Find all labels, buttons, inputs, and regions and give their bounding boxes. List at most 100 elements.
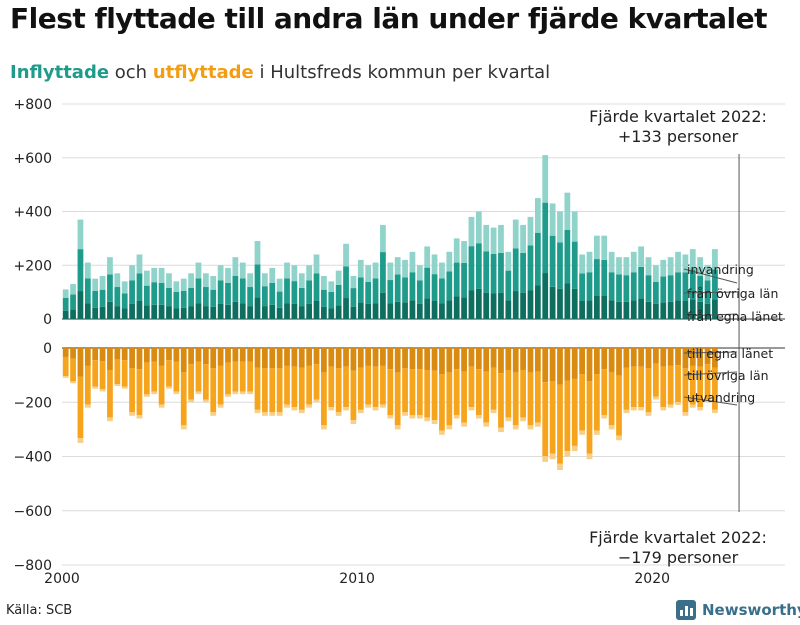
bar-out-egna-lanet <box>143 348 150 363</box>
bar-out-egna-lanet <box>136 348 143 370</box>
bar-out-ovriga-lan <box>380 365 386 405</box>
bar-in-invandring <box>217 265 224 281</box>
bar-in-egna-lanet <box>158 304 165 319</box>
bar-in-invandring <box>549 203 556 236</box>
bar-out-ovriga-lan <box>542 382 549 457</box>
bar-in-egna-lanet <box>313 300 320 319</box>
bar-out-utvandring <box>623 409 630 414</box>
bar-out-utvandring <box>269 412 276 416</box>
bar-in-ovriga-lan <box>416 280 423 304</box>
bar-in-ovriga-lan <box>350 288 357 307</box>
bar-out-utvandring <box>402 412 408 416</box>
bar-out-utvandring <box>498 427 504 433</box>
bar-out-ovriga-lan <box>129 368 135 413</box>
bar-in-egna-lanet <box>70 309 76 319</box>
bar-out-ovriga-lan <box>291 366 298 408</box>
gridlines: 0 +200 +400 +600 +800 0 −200 −400 −600 −800 <box>14 97 785 574</box>
bar-in-ovriga-lan <box>608 272 615 301</box>
bar-out-utvandring <box>166 386 172 389</box>
bar-out-ovriga-lan <box>557 384 563 464</box>
bar-out-utvandring <box>549 453 556 460</box>
bar-out-egna-lanet <box>262 348 268 369</box>
bar-in-ovriga-lan <box>151 282 158 305</box>
bar-out-ovriga-lan <box>534 371 541 423</box>
bar-out-egna-lanet <box>151 348 158 362</box>
bar-in-ovriga-lan <box>667 275 674 302</box>
bar-in-egna-lanet <box>372 303 379 319</box>
bar-out-ovriga-lan <box>247 361 254 392</box>
bar-out-ovriga-lan <box>350 370 357 421</box>
bar-in-egna-lanet <box>571 288 578 319</box>
chart-title: Flest flyttade till andra län under fjär… <box>10 2 767 35</box>
bar-out-egna-lanet <box>158 348 165 366</box>
bar-out-egna-lanet <box>99 348 106 362</box>
bar-out-utvandring <box>62 376 69 378</box>
bar-out-egna-lanet <box>453 348 460 370</box>
bar-out-utvandring <box>689 404 696 408</box>
bar-in-ovriga-lan <box>439 278 445 304</box>
bar-out-utvandring <box>372 407 379 411</box>
bar-in-egna-lanet <box>490 293 497 319</box>
bar-in-ovriga-lan <box>136 273 143 301</box>
bar-in-egna-lanet <box>129 303 135 319</box>
bar-out-egna-lanet <box>195 348 202 362</box>
bar-out-utvandring <box>446 425 453 430</box>
bar-out-utvandring <box>483 422 490 427</box>
bar-in-invandring <box>586 251 593 273</box>
bar-out-egna-lanet <box>225 348 231 363</box>
bar-in-invandring <box>630 251 637 273</box>
bar-in-invandring <box>173 281 180 292</box>
bar-in-invandring <box>247 273 254 288</box>
bar-out-utvandring <box>202 399 209 403</box>
bar-out-utvandring <box>675 401 681 405</box>
y-tick-label-bottom: −200 <box>14 395 52 411</box>
bar-out-utvandring <box>667 404 674 408</box>
bar-out-egna-lanet <box>704 348 711 365</box>
bar-out-egna-lanet <box>682 348 689 369</box>
bar-out-utvandring <box>630 407 637 411</box>
bar-in-ovriga-lan <box>195 278 202 304</box>
bar-in-egna-lanet <box>247 306 254 319</box>
bar-in-invandring <box>121 281 128 294</box>
bar-out-egna-lanet <box>616 348 622 376</box>
bar-in-egna-lanet <box>439 303 445 319</box>
bar-in-invandring <box>210 276 217 290</box>
bar-out-egna-lanet <box>601 348 608 370</box>
bar-in-invandring <box>697 257 704 276</box>
source-note: Källa: SCB <box>6 603 73 618</box>
bar-out-egna-lanet <box>623 348 630 368</box>
bar-in-ovriga-lan <box>372 278 379 304</box>
series-label-in: invandring <box>687 262 754 277</box>
bar-out-ovriga-lan <box>453 369 460 415</box>
bar-out-utvandring <box>409 414 416 419</box>
bar-in-invandring <box>453 238 460 263</box>
bar-out-ovriga-lan <box>143 362 150 395</box>
bar-out-utvandring <box>380 404 386 408</box>
bar-out-egna-lanet <box>490 348 497 368</box>
bar-out-egna-lanet <box>202 348 209 365</box>
bar-in-ovriga-lan <box>616 274 622 302</box>
bar-in-invandring <box>645 257 652 276</box>
bar-in-ovriga-lan <box>166 287 172 307</box>
bar-out-utvandring <box>475 414 482 419</box>
bar-out-utvandring <box>328 407 335 411</box>
bar-in-invandring <box>70 284 76 295</box>
bar-out-egna-lanet <box>645 348 652 369</box>
bar-in-egna-lanet <box>630 300 637 319</box>
bar-out-egna-lanet <box>586 348 593 382</box>
subtitle-och: och <box>109 62 153 83</box>
bar-in-ovriga-lan <box>107 274 113 302</box>
bar-in-invandring <box>468 216 475 247</box>
bar-in-ovriga-lan <box>210 289 217 307</box>
bar-out-egna-lanet <box>608 348 615 373</box>
bar-in-invandring <box>704 265 711 281</box>
bar-out-egna-lanet <box>372 348 379 367</box>
bar-out-ovriga-lan <box>416 369 423 415</box>
bar-in-ovriga-lan <box>225 282 231 305</box>
bar-in-invandring <box>158 267 165 283</box>
bar-out-egna-lanet <box>77 348 84 377</box>
bar-in-egna-lanet <box>62 310 69 319</box>
leader-line-out <box>683 371 738 376</box>
axes: 2000 2010 2020 <box>44 571 670 587</box>
bar-in-egna-lanet <box>143 305 150 319</box>
